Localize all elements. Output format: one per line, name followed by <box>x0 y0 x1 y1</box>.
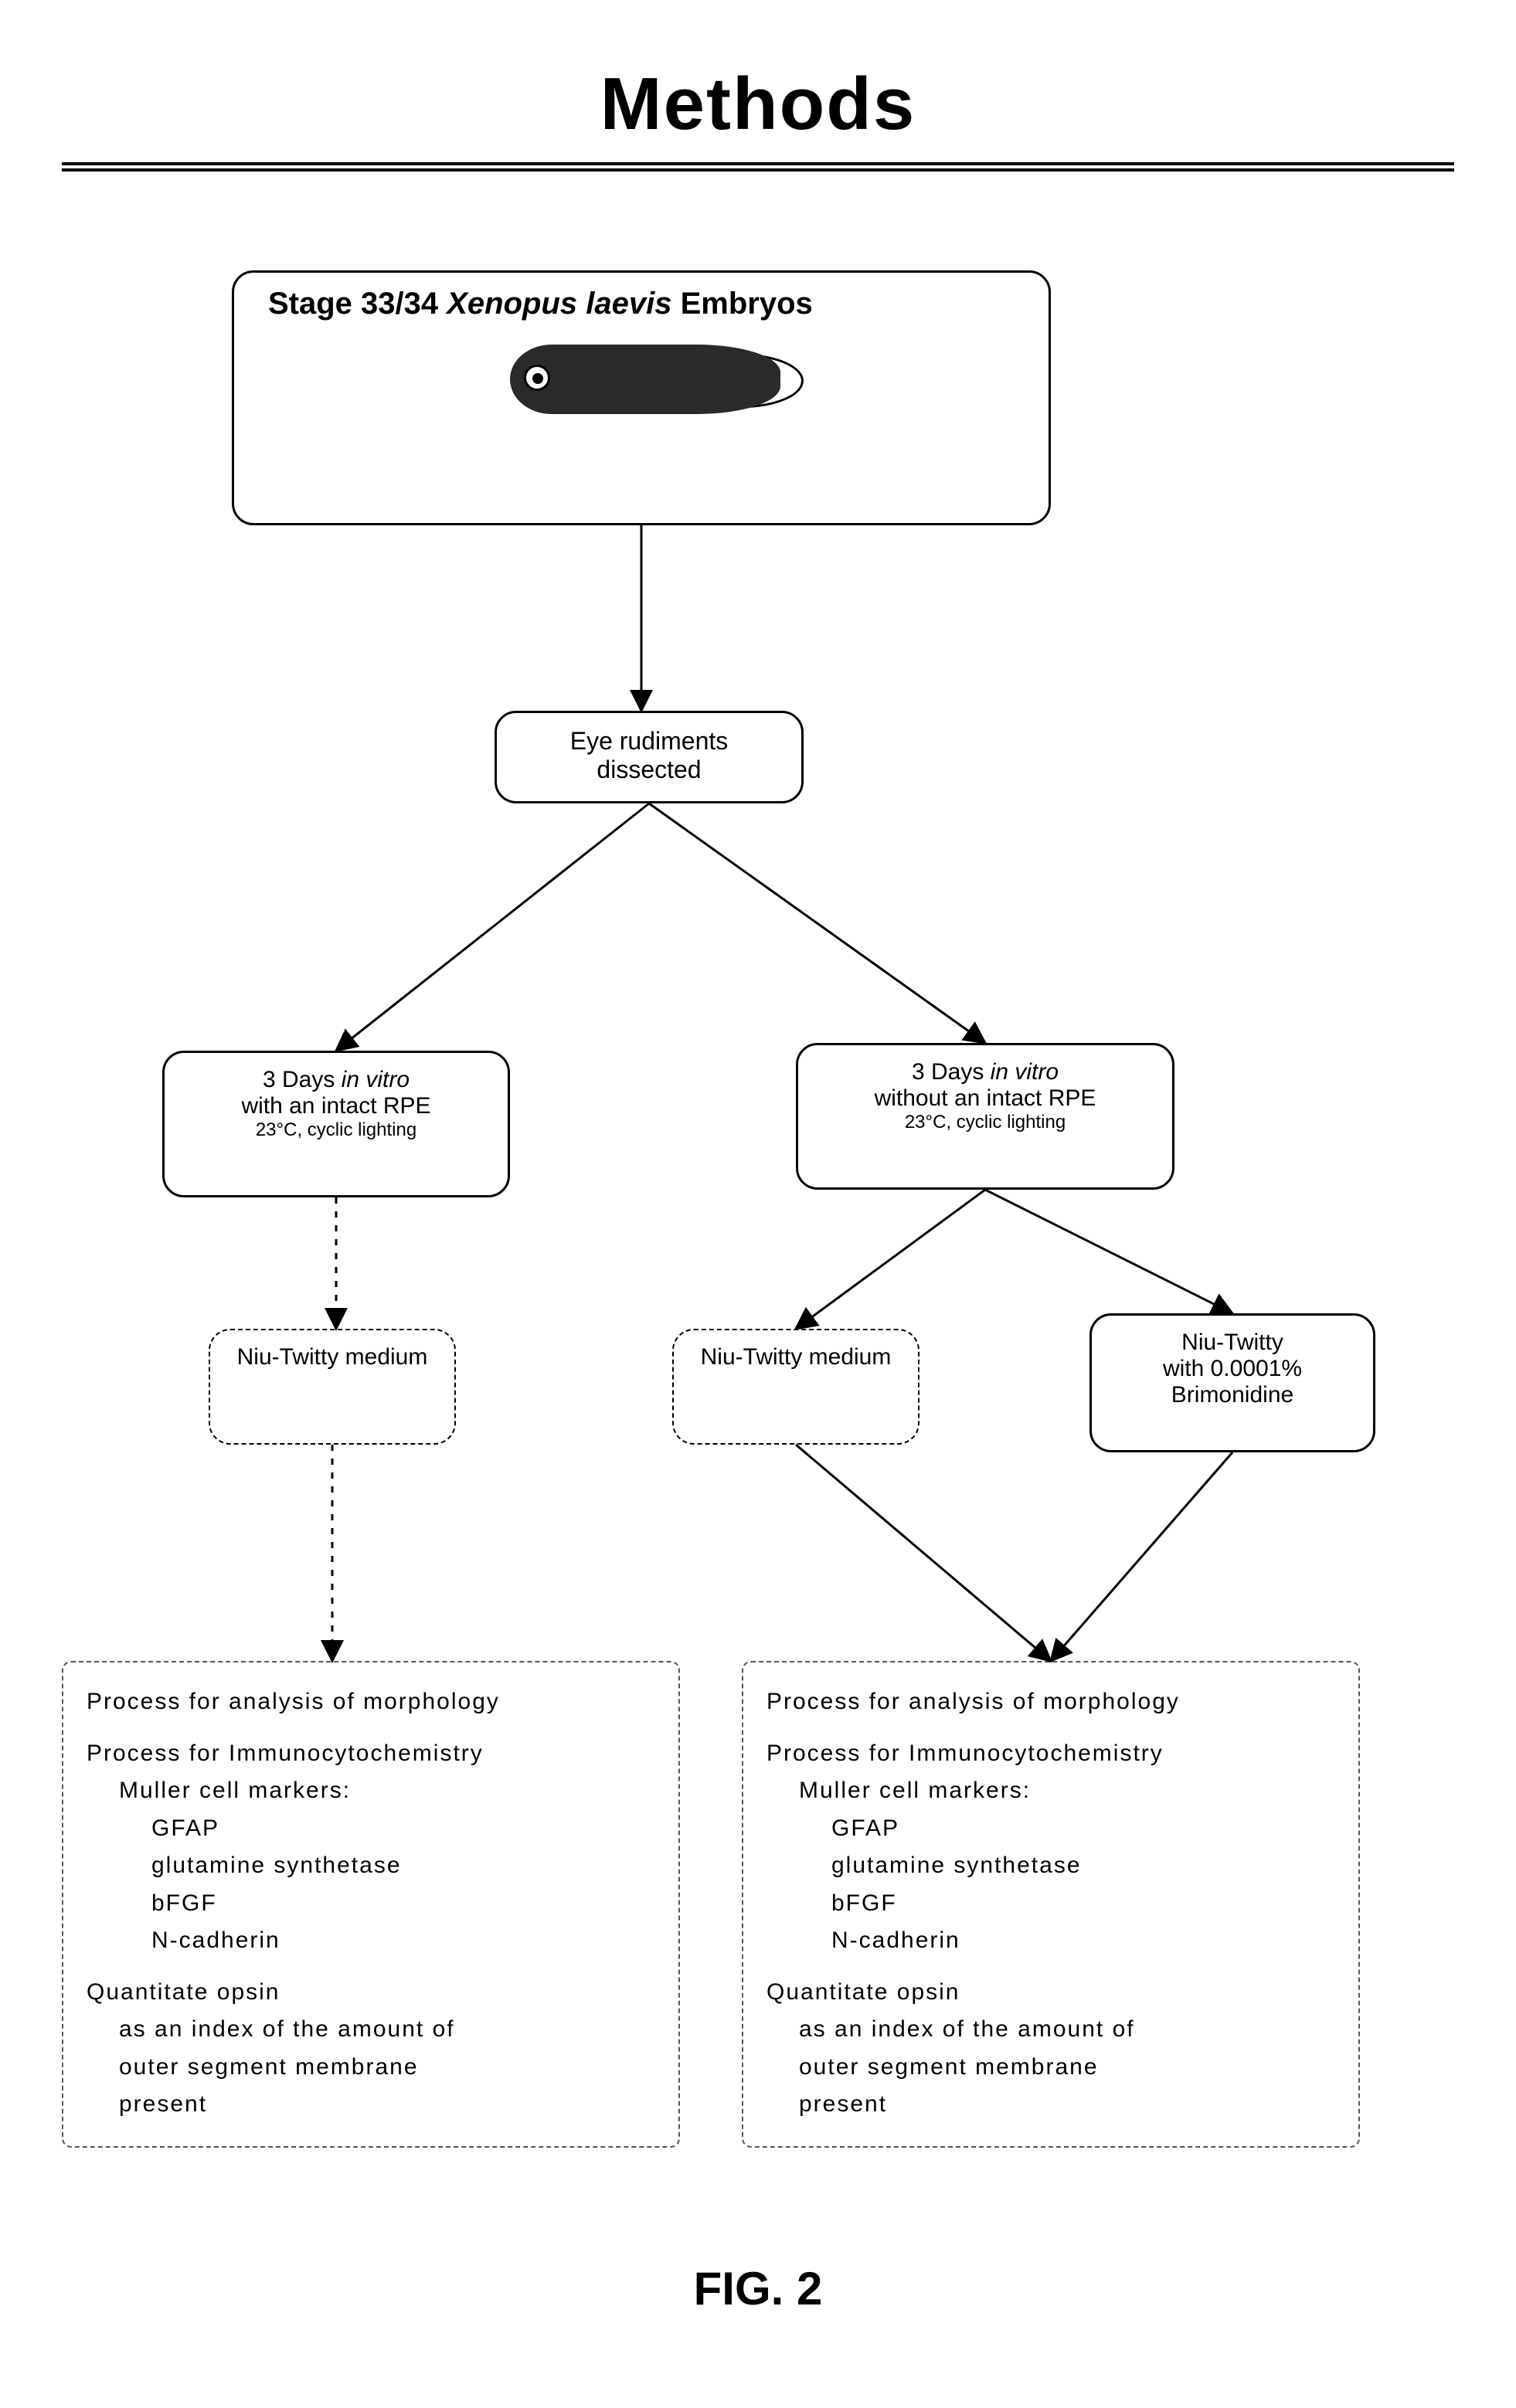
flowchart-connectors <box>0 0 1516 2408</box>
figure-label: FIG. 2 <box>0 2262 1516 2315</box>
